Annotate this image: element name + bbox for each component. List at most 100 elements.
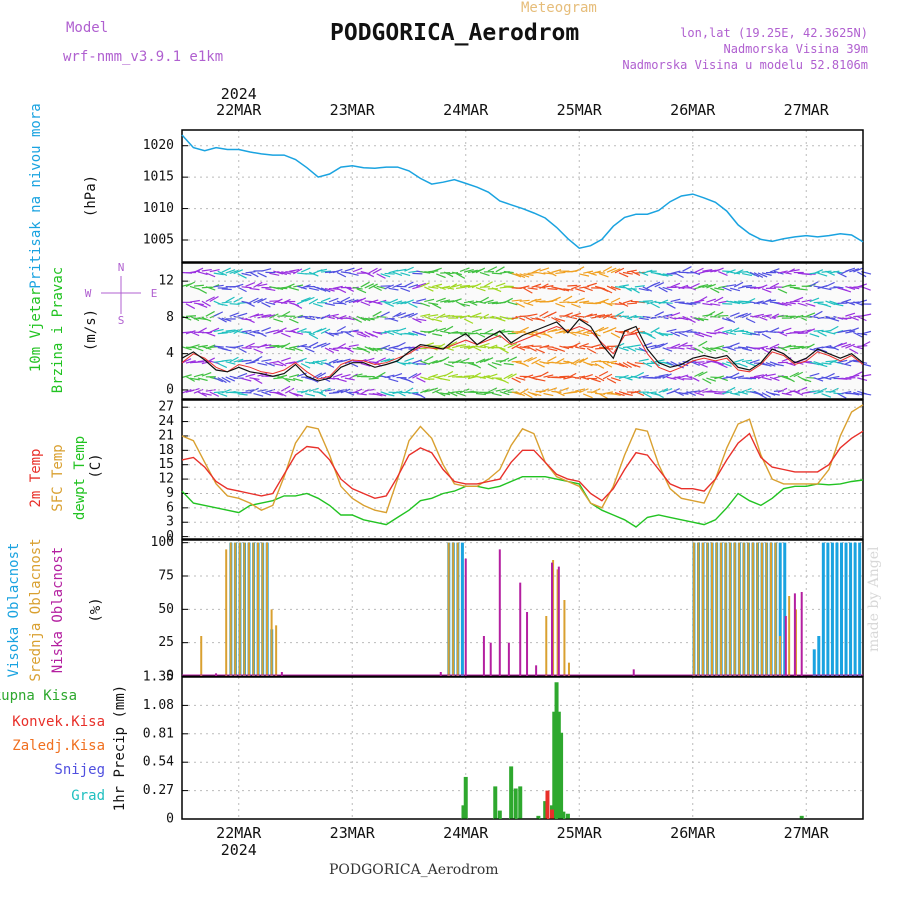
wind-barb [583, 286, 593, 292]
wind-barb [642, 300, 653, 303]
wind-barb [690, 360, 700, 367]
wind-barb [674, 376, 685, 381]
wind-barb [507, 373, 517, 380]
wind-barb [352, 373, 363, 377]
y-tick-label: 15 [158, 457, 174, 472]
wind-barb [368, 332, 379, 338]
wind-barb [789, 371, 800, 378]
wind-barb [289, 373, 300, 378]
wind-barb [201, 371, 212, 377]
wind-barb [765, 299, 776, 302]
wind-barb [273, 270, 284, 275]
wind-barb [475, 358, 486, 364]
wind-barb [793, 296, 804, 302]
wind-barb [789, 300, 800, 303]
wind-barb [833, 286, 844, 289]
wind-barb [304, 347, 315, 353]
y-tick-label: 1.08 [143, 698, 174, 713]
y-tick-label: 9 [166, 486, 174, 501]
wind-barb [682, 266, 692, 272]
wind-barb [308, 341, 319, 348]
precip-bar [545, 790, 550, 819]
wind-barb [273, 363, 284, 367]
wind-barb [837, 392, 847, 399]
wind-barb [753, 272, 764, 278]
wind-barb [702, 378, 712, 385]
wind-barb [547, 311, 557, 317]
wind-barb [535, 316, 546, 322]
wind-barb [837, 359, 848, 364]
wind-barb [614, 342, 625, 348]
wind-barb [217, 332, 228, 335]
wind-barb [610, 392, 621, 397]
wind-barb [722, 317, 733, 322]
wind-barb [459, 314, 470, 319]
wind-barb [189, 377, 200, 381]
wind-barb [277, 270, 288, 276]
y-tick-label: 1005 [143, 233, 174, 248]
wind-barb [221, 348, 232, 352]
wind-barb [670, 388, 680, 394]
wind-barb [388, 298, 398, 304]
wind-barb [579, 343, 589, 348]
y-tick-label: 21 [158, 428, 174, 443]
wind-barb [495, 282, 506, 288]
wind-gust-line [181, 325, 864, 380]
wind-barb [451, 298, 462, 303]
wind-barb [662, 388, 673, 393]
wind-barb [618, 301, 629, 307]
wind-barb [781, 302, 792, 306]
wind-barb [257, 272, 267, 278]
wind-barb [586, 347, 597, 354]
wind-barb [273, 298, 283, 304]
wind-barb [439, 356, 450, 363]
wind-barb [535, 348, 545, 354]
wind-barb [332, 268, 343, 274]
wind-barb [737, 390, 748, 395]
wind-barb [431, 303, 442, 309]
wind-barb [785, 345, 796, 348]
wind-barb [443, 271, 454, 278]
wind-barb [857, 271, 867, 278]
x-tick-label-top: 22MAR [216, 101, 262, 119]
wind-barb [217, 303, 228, 307]
wind-barb [237, 372, 248, 378]
wind-barb [714, 267, 724, 273]
wind-barb [364, 346, 375, 352]
year-label-bottom: 2024 [221, 841, 257, 859]
wind-barb [761, 362, 772, 367]
y-tick-label: 12 [158, 472, 174, 487]
cloud-axis-unit: (%) [88, 597, 104, 622]
wind-barb [571, 342, 581, 348]
wind-barb [602, 361, 613, 368]
wind-barb [257, 283, 268, 287]
wind-barb [483, 391, 494, 395]
y-tick-label: 1020 [143, 138, 174, 153]
wind-barb [384, 374, 395, 379]
wind-barb [289, 286, 300, 291]
wind-barb [464, 375, 475, 377]
wind-barb [555, 390, 565, 397]
wind-barb [289, 318, 299, 324]
wind-barb [221, 317, 232, 322]
compass-n: N [118, 261, 125, 274]
wind-barb [845, 330, 856, 334]
wind-barb [829, 317, 840, 322]
wind-barb [725, 317, 736, 324]
wind-barb [539, 283, 549, 290]
wind-barb [757, 393, 768, 399]
wind-barb [380, 273, 391, 278]
wind-barb [404, 312, 415, 317]
wind-barb [257, 388, 268, 392]
wind-barb [253, 356, 263, 363]
wind-barb [674, 272, 684, 279]
wind-barb [813, 329, 824, 332]
precip-axis-unit: 1hr Precip (mm) [112, 685, 128, 811]
wind-barb [622, 362, 632, 369]
wind-barb [702, 284, 713, 289]
wind-barb [261, 268, 272, 272]
wind-barb [471, 312, 482, 318]
wind-barb [769, 282, 780, 289]
wind-barb [567, 372, 577, 379]
wind-barb [221, 267, 232, 273]
